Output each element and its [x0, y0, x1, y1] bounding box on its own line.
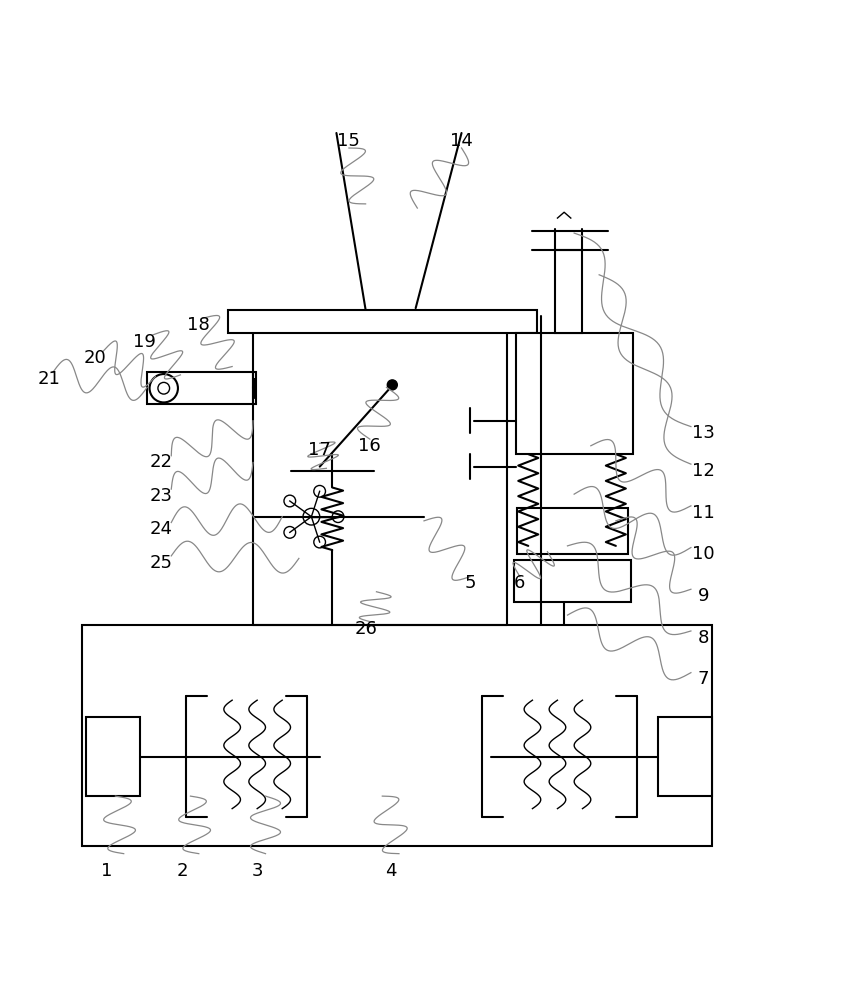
Text: 12: 12: [692, 462, 715, 480]
Text: 24: 24: [150, 520, 173, 538]
Bar: [514, 560, 631, 602]
Bar: [555, 250, 582, 333]
Text: 21: 21: [37, 370, 60, 388]
Bar: [86, 717, 141, 796]
Text: 5: 5: [464, 574, 476, 592]
Text: 25: 25: [150, 554, 173, 572]
Text: 20: 20: [83, 349, 106, 367]
Text: 14: 14: [450, 132, 473, 150]
Text: 4: 4: [385, 862, 396, 880]
Text: 11: 11: [692, 504, 715, 522]
Text: 3: 3: [251, 862, 263, 880]
Bar: [517, 508, 628, 554]
Text: 26: 26: [354, 620, 377, 638]
Bar: [228, 310, 537, 333]
Text: 7: 7: [698, 670, 709, 688]
Text: 23: 23: [150, 487, 173, 505]
Text: 17: 17: [309, 441, 332, 459]
Text: 2: 2: [176, 862, 188, 880]
Text: 13: 13: [692, 424, 715, 442]
Text: 19: 19: [133, 333, 156, 351]
Text: 22: 22: [150, 453, 173, 471]
Bar: [147, 372, 255, 404]
Bar: [82, 625, 711, 846]
Text: 16: 16: [359, 437, 381, 455]
Bar: [516, 333, 633, 454]
Text: 8: 8: [698, 629, 709, 647]
Text: 18: 18: [187, 316, 210, 334]
Text: 15: 15: [338, 132, 360, 150]
Text: 9: 9: [698, 587, 709, 605]
Bar: [657, 717, 711, 796]
Text: 10: 10: [692, 545, 715, 563]
Circle shape: [388, 380, 398, 390]
Text: 6: 6: [514, 574, 526, 592]
Text: 1: 1: [102, 862, 113, 880]
